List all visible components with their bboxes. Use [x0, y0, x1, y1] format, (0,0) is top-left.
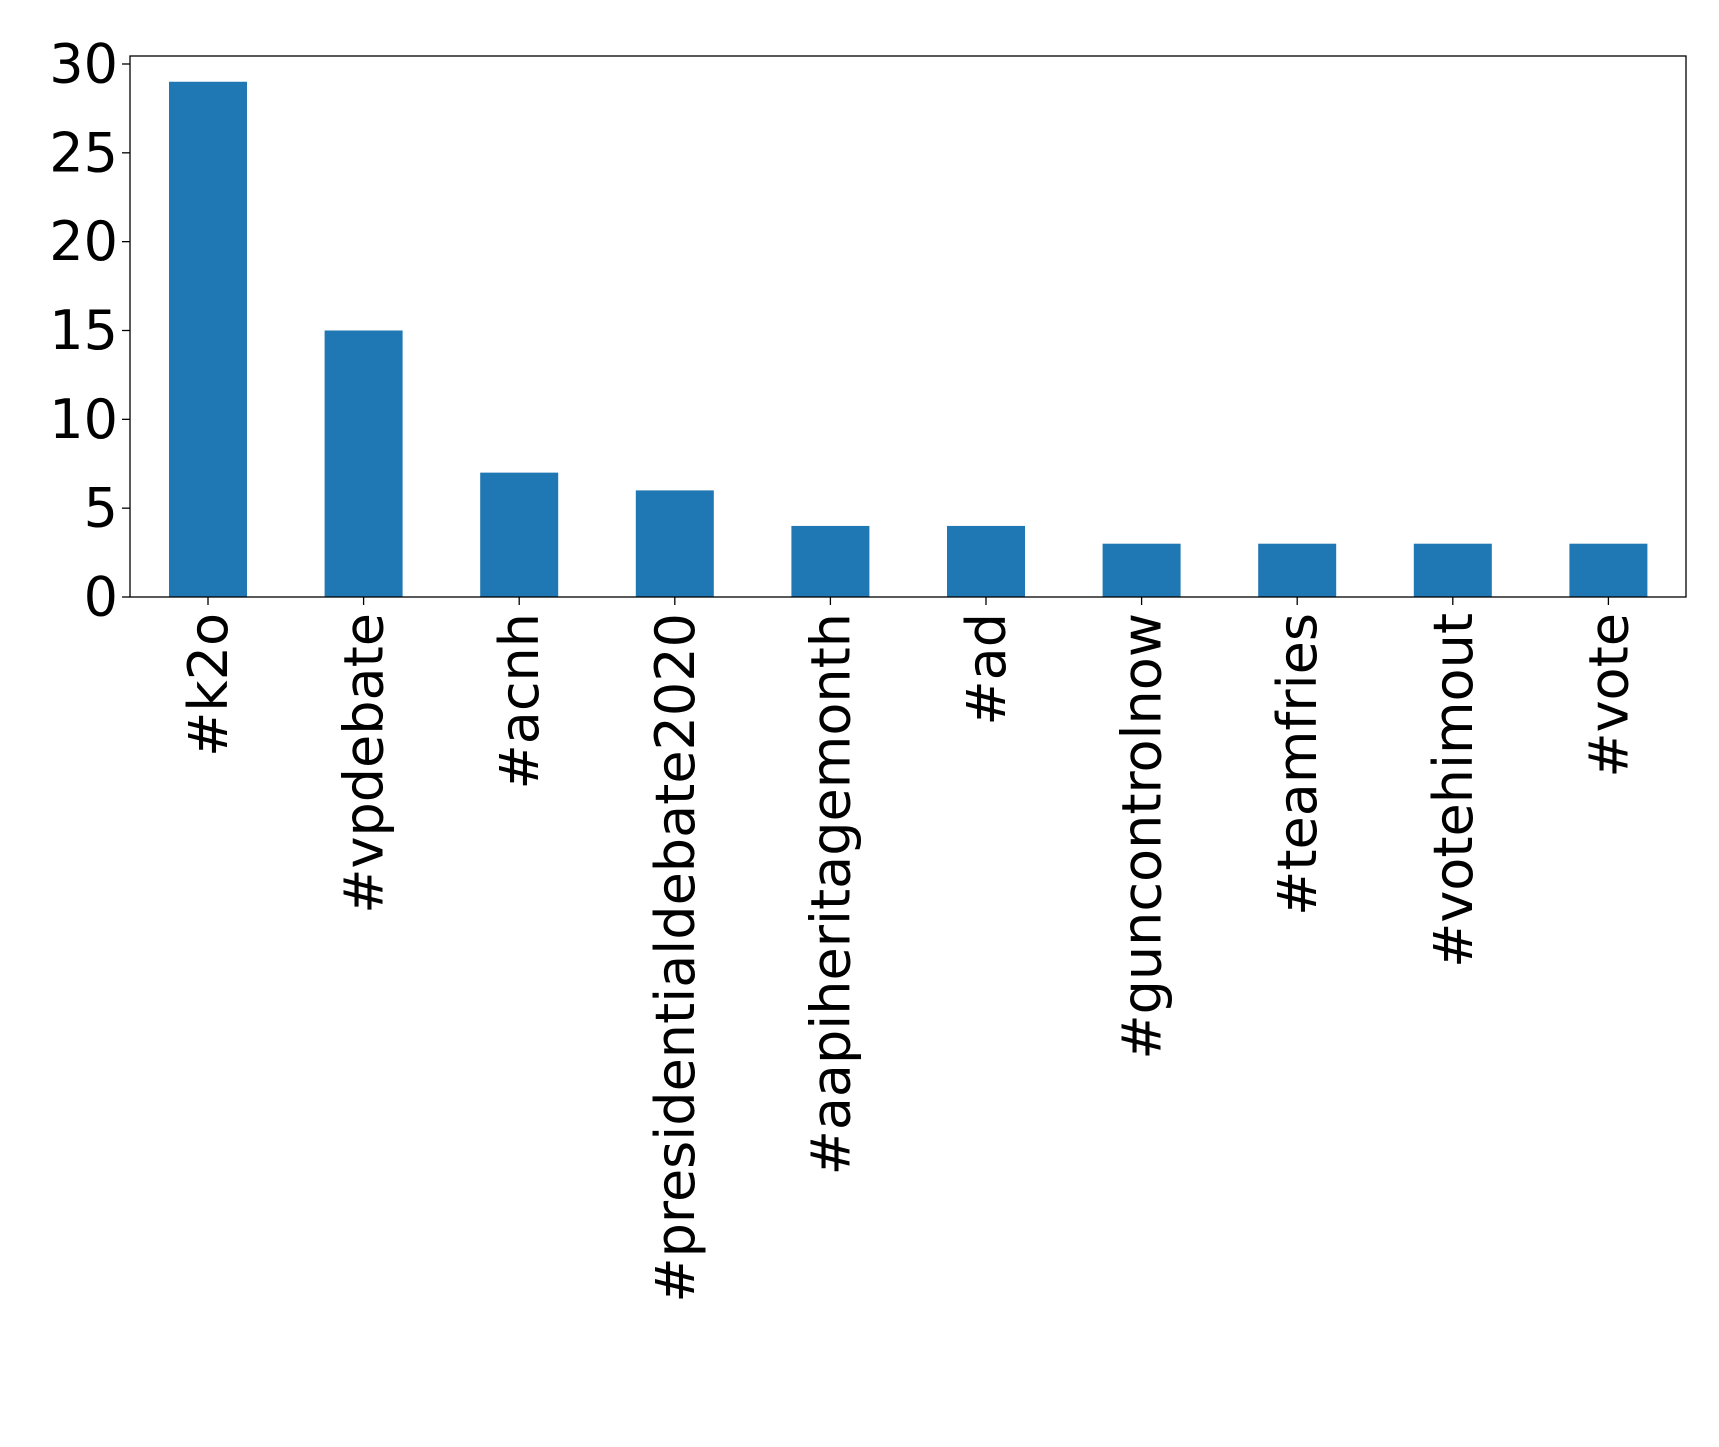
bar-vote: [1569, 543, 1648, 597]
x-tick-label-vote: #vote: [1577, 613, 1640, 778]
y-tick-label-15: 15: [49, 299, 118, 362]
bar-k2o: [169, 81, 247, 597]
bar-vpdebate: [324, 330, 403, 597]
bar-presidentialdebate2020: [635, 490, 714, 597]
bar-votehimout: [1413, 543, 1492, 597]
bar-guncontrolnow: [1102, 543, 1181, 597]
x-tick-label-ad: #ad: [955, 613, 1018, 726]
x-tick-label-aapiheritagemonth: #aapiheritagemonth: [799, 613, 862, 1175]
y-tick-label-10: 10: [49, 388, 118, 451]
x-tick-label-votehimout: #votehimout: [1422, 613, 1485, 968]
x-axis: #k2o #vpdebate #acnh #presidentialdebate202…: [177, 597, 1640, 1303]
y-axis: 0 5 10 15 20 25 30: [49, 32, 130, 629]
y-tick-label-0: 0: [84, 566, 118, 629]
y-tick-label-30: 30: [49, 32, 118, 95]
y-tick-label-5: 5: [84, 477, 118, 540]
bar-aapiheritagemonth: [791, 525, 870, 597]
x-tick-label-teamfries: #teamfries: [1266, 613, 1329, 916]
x-tick-label-presidentialdebate2020: #presidentialdebate2020: [644, 613, 707, 1303]
bars-layer: [169, 81, 1648, 597]
x-tick-label-acnh: #acnh: [488, 613, 551, 789]
bar-acnh: [480, 472, 559, 597]
x-tick-label-guncontrolnow: #guncontrolnow: [1111, 613, 1174, 1060]
y-tick-label-25: 25: [49, 121, 118, 184]
bar-teamfries: [1258, 543, 1337, 597]
bar-ad: [947, 525, 1025, 597]
y-tick-label-20: 20: [49, 210, 118, 273]
plot-area-frame: [129, 55, 1687, 598]
x-tick-label-k2o: #k2o: [177, 613, 240, 757]
x-tick-label-vpdebate: #vpdebate: [333, 613, 396, 914]
